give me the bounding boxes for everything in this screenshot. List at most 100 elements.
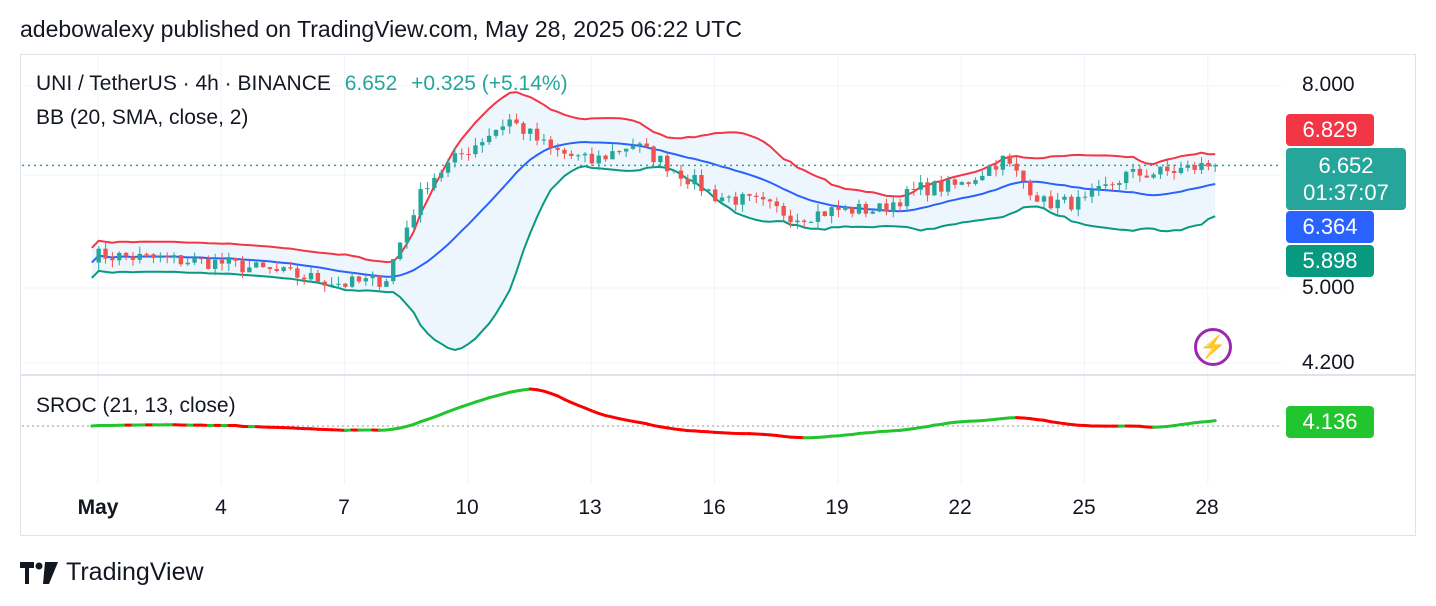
candle-body bbox=[802, 220, 807, 222]
candle-body bbox=[856, 203, 862, 214]
candle-body bbox=[973, 180, 978, 184]
candle-body bbox=[706, 189, 711, 192]
sroc-legend[interactable]: SROC (21, 13, close) bbox=[36, 394, 236, 417]
candle-body bbox=[301, 277, 307, 280]
price-axis-label-mid: 5.000 bbox=[1302, 276, 1355, 299]
candle-body bbox=[164, 256, 170, 258]
candle-body bbox=[130, 256, 136, 260]
bb-legend[interactable]: BB (20, SMA, close, 2) bbox=[36, 106, 249, 129]
candle-body bbox=[610, 151, 615, 160]
candle-body bbox=[370, 275, 375, 279]
candle-body bbox=[1007, 155, 1012, 164]
candle-body bbox=[500, 126, 506, 130]
candle-body bbox=[986, 166, 992, 176]
candle-body bbox=[754, 195, 759, 197]
candle-body bbox=[1130, 168, 1136, 172]
candle-body bbox=[274, 268, 279, 272]
time-axis-label: 25 bbox=[1072, 496, 1096, 519]
candle-body bbox=[733, 196, 738, 205]
candle-body bbox=[267, 267, 273, 269]
candle-body bbox=[1137, 168, 1143, 176]
candle-body bbox=[507, 119, 512, 127]
candle-body bbox=[1199, 162, 1204, 170]
candle-body bbox=[932, 181, 937, 196]
candle-body bbox=[863, 203, 869, 214]
candle-body bbox=[534, 128, 540, 141]
candle-body bbox=[452, 153, 458, 163]
lightning-icon[interactable]: ⚡ bbox=[1194, 328, 1232, 366]
candle-body bbox=[171, 255, 177, 258]
candle-body bbox=[459, 153, 464, 155]
candle-body bbox=[644, 143, 649, 147]
candle-body bbox=[96, 248, 101, 263]
time-axis-label: May bbox=[77, 496, 119, 519]
candle-body bbox=[480, 142, 485, 146]
candle-body bbox=[671, 170, 677, 172]
candle-body bbox=[315, 272, 321, 282]
time-axis-label: 13 bbox=[578, 496, 602, 519]
candle-body bbox=[699, 174, 704, 192]
candle-body bbox=[1096, 186, 1101, 191]
candle-body bbox=[904, 189, 910, 207]
candle-body bbox=[658, 155, 663, 163]
time-axis-label: 7 bbox=[338, 496, 350, 519]
candle-body bbox=[1144, 175, 1149, 178]
candle-body bbox=[117, 252, 122, 261]
tradingview-footer[interactable]: TradingView bbox=[20, 558, 204, 587]
time-axis-label: 19 bbox=[825, 496, 849, 519]
candle-body bbox=[185, 262, 190, 265]
candle-body bbox=[623, 148, 629, 152]
candle-body bbox=[897, 202, 903, 207]
candle-body bbox=[212, 259, 218, 269]
candle-body bbox=[199, 258, 204, 260]
candle-body bbox=[363, 278, 369, 282]
candle-body bbox=[1076, 196, 1081, 210]
candle-body bbox=[740, 194, 745, 205]
candle-body bbox=[630, 145, 636, 149]
candle-body bbox=[1178, 167, 1184, 173]
candle-body bbox=[849, 206, 855, 214]
candle-body bbox=[1062, 196, 1067, 200]
candle-body bbox=[945, 179, 951, 192]
candle-body bbox=[1158, 166, 1163, 175]
candle-body bbox=[1000, 155, 1006, 170]
candle-body bbox=[486, 135, 492, 143]
candle-body bbox=[911, 189, 917, 191]
candle-body bbox=[1123, 171, 1129, 184]
candle-body bbox=[1014, 163, 1019, 171]
candle-body bbox=[322, 281, 327, 286]
candle-body bbox=[617, 151, 622, 153]
candle-body bbox=[178, 255, 184, 265]
bb-band-fill bbox=[91, 92, 1216, 350]
candle-body bbox=[822, 211, 827, 217]
symbol-label: UNI / TetherUS · 4h · BINANCE bbox=[36, 72, 331, 95]
candle-body bbox=[877, 203, 882, 212]
candle-body bbox=[582, 153, 588, 156]
candle-body bbox=[767, 199, 773, 202]
candle-body bbox=[404, 227, 410, 243]
candle-body bbox=[1034, 195, 1040, 202]
candle-body bbox=[966, 182, 971, 184]
candle-body bbox=[247, 267, 252, 273]
candle-body bbox=[521, 123, 526, 134]
candle-body bbox=[144, 253, 149, 255]
candle-body bbox=[774, 201, 780, 206]
candle-body bbox=[226, 257, 232, 264]
candle-body bbox=[939, 181, 944, 192]
candle-body bbox=[1028, 181, 1033, 196]
bb-upper-line bbox=[91, 91, 1216, 264]
candle-body bbox=[384, 281, 389, 287]
candle-body bbox=[356, 276, 362, 282]
candle-body bbox=[466, 154, 471, 156]
candle-body bbox=[397, 242, 403, 259]
candle-body bbox=[1055, 199, 1060, 209]
symbol-legend[interactable]: UNI / TetherUS · 4h · BINANCE 6.652 +0.3… bbox=[36, 72, 568, 96]
candle-body bbox=[1117, 183, 1122, 185]
bar-countdown: 01:37:07 bbox=[1303, 180, 1389, 205]
candle-body bbox=[432, 177, 437, 189]
candle-body bbox=[952, 179, 958, 185]
candle-body bbox=[336, 283, 341, 285]
candle-body bbox=[870, 211, 875, 214]
candle-body bbox=[569, 153, 574, 157]
